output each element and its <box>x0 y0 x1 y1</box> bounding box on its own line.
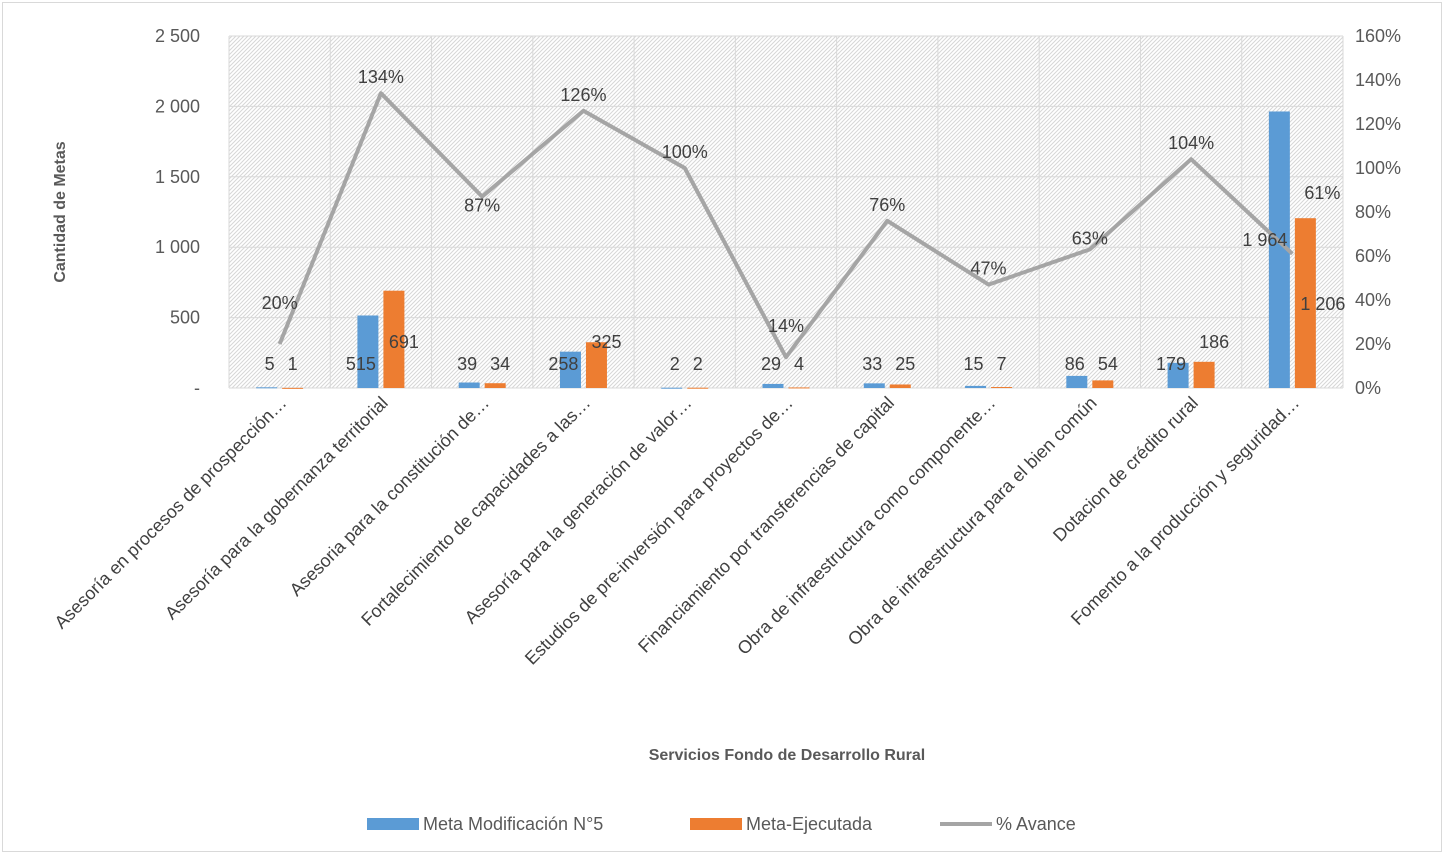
x-category-label: Asesoría para la generación de valor… <box>461 393 696 628</box>
label-avance: 47% <box>971 259 1007 279</box>
bar-meta-modificacion <box>357 315 379 388</box>
bar-meta-modificacion <box>1268 111 1290 388</box>
label-meta-modificacion: 179 <box>1156 354 1186 374</box>
bar-meta-modificacion <box>965 385 987 388</box>
y-axis-right: 0% 20% 40% 60% 80% 100% 120% 140% 160% <box>1355 26 1401 398</box>
y-tick-label: 2 500 <box>155 26 200 46</box>
y2-tick-label: 100% <box>1355 158 1401 178</box>
label-meta-modificacion: 2 <box>670 354 680 374</box>
bar-meta-ejecutada <box>1092 380 1114 388</box>
x-axis-categories: Asesoría en procesos de prospección…Ases… <box>51 393 1304 669</box>
y-axis-title: Cantidad de Metas <box>52 141 69 282</box>
bar-meta-modificacion <box>458 382 480 388</box>
y2-tick-label: 0% <box>1355 378 1381 398</box>
label-meta-modificacion: 33 <box>862 354 882 374</box>
gridlines <box>228 35 1344 389</box>
x-category-label: Asesoría en procesos de prospección… <box>51 393 291 633</box>
bar-meta-modificacion <box>256 387 278 389</box>
y2-tick-label: 40% <box>1355 290 1391 310</box>
bar-meta-ejecutada <box>889 384 911 388</box>
label-avance: 100% <box>662 142 708 162</box>
bar-meta-modificacion <box>863 383 885 388</box>
label-meta-modificacion: 258 <box>548 354 578 374</box>
label-meta-ejecutada: 25 <box>895 354 915 374</box>
bars <box>256 111 1316 389</box>
legend-label: Meta Modificación N°5 <box>423 814 603 834</box>
x-category-label: Asesoria para la constitución de… <box>286 393 493 600</box>
x-axis-title: Servicios Fondo de Desarrollo Rural <box>649 747 926 764</box>
bar-meta-modificacion <box>1066 375 1088 388</box>
label-avance: 20% <box>262 293 298 313</box>
label-avance: 63% <box>1072 228 1108 248</box>
bar-meta-modificacion <box>559 351 581 388</box>
label-meta-modificacion: 39 <box>457 354 477 374</box>
label-meta-ejecutada: 2 <box>693 354 703 374</box>
y2-tick-label: 160% <box>1355 26 1401 46</box>
bar-meta-modificacion <box>762 383 784 388</box>
bar-meta-ejecutada <box>788 387 810 389</box>
bar-meta-ejecutada <box>1294 218 1316 388</box>
y2-tick-label: 60% <box>1355 246 1391 266</box>
label-meta-ejecutada: 186 <box>1199 332 1229 352</box>
x-category-label: Fortalecimiento de capacidades a las… <box>357 393 594 630</box>
y-axis-left: - 500 1 000 1 500 2 000 2 500 <box>155 26 200 398</box>
data-labels: 5 1 20% 515 691 134% 39 34 87% 258 325 126% 2 2 100% 29… <box>262 67 1346 374</box>
legend-label: % Avance <box>996 814 1076 834</box>
bar-meta-ejecutada <box>1193 361 1215 388</box>
legend-swatch <box>367 818 419 830</box>
y-tick-label: - <box>194 378 200 398</box>
y2-tick-label: 80% <box>1355 202 1391 222</box>
label-meta-ejecutada: 34 <box>490 354 510 374</box>
legend-swatch <box>690 818 742 830</box>
label-meta-modificacion: 86 <box>1065 354 1085 374</box>
bar-meta-ejecutada <box>383 290 405 388</box>
y-tick-label: 500 <box>170 308 200 328</box>
y2-tick-label: 20% <box>1355 334 1391 354</box>
label-meta-modificacion: 15 <box>964 354 984 374</box>
label-avance: 76% <box>869 195 905 215</box>
label-meta-ejecutada: 4 <box>794 354 804 374</box>
label-meta-modificacion: 5 <box>265 354 275 374</box>
label-avance: 14% <box>768 316 804 336</box>
label-meta-modificacion: 515 <box>346 354 376 374</box>
legend-label: Meta-Ejecutada <box>746 814 873 834</box>
label-meta-modificacion: 1 964 <box>1242 230 1287 250</box>
label-avance: 134% <box>358 67 404 87</box>
label-meta-ejecutada: 1 206 <box>1300 294 1345 314</box>
y2-tick-label: 120% <box>1355 114 1401 134</box>
bar-meta-ejecutada <box>282 387 304 389</box>
bar-meta-ejecutada <box>991 387 1013 389</box>
legend: Meta Modificación N°5 Meta-Ejecutada % Ava… <box>367 814 1076 834</box>
bar-meta-ejecutada <box>585 342 607 388</box>
label-meta-ejecutada: 54 <box>1098 354 1118 374</box>
x-category-label: Fomento a la producción y seguridad… <box>1067 393 1303 629</box>
label-meta-ejecutada: 7 <box>997 354 1007 374</box>
label-avance: 87% <box>464 196 500 216</box>
label-avance: 104% <box>1168 133 1214 153</box>
avance-line <box>277 91 1294 360</box>
label-meta-ejecutada: 325 <box>591 332 621 352</box>
x-category-label: Asesoría para la gobernanza territorial <box>161 393 392 624</box>
label-meta-modificacion: 29 <box>761 354 781 374</box>
bar-meta-modificacion <box>661 387 683 389</box>
label-meta-ejecutada: 1 <box>288 354 298 374</box>
y-tick-label: 2 000 <box>155 96 200 116</box>
y2-tick-label: 140% <box>1355 70 1401 90</box>
label-meta-ejecutada: 691 <box>389 332 419 352</box>
y-tick-label: 1 500 <box>155 167 200 187</box>
bar-meta-modificacion <box>1167 362 1189 388</box>
label-avance: 61% <box>1304 183 1340 203</box>
bar-meta-ejecutada <box>484 383 506 388</box>
label-avance: 126% <box>560 85 606 105</box>
plot-area <box>229 36 1343 388</box>
y-tick-label: 1 000 <box>155 237 200 257</box>
bar-meta-ejecutada <box>687 387 709 389</box>
